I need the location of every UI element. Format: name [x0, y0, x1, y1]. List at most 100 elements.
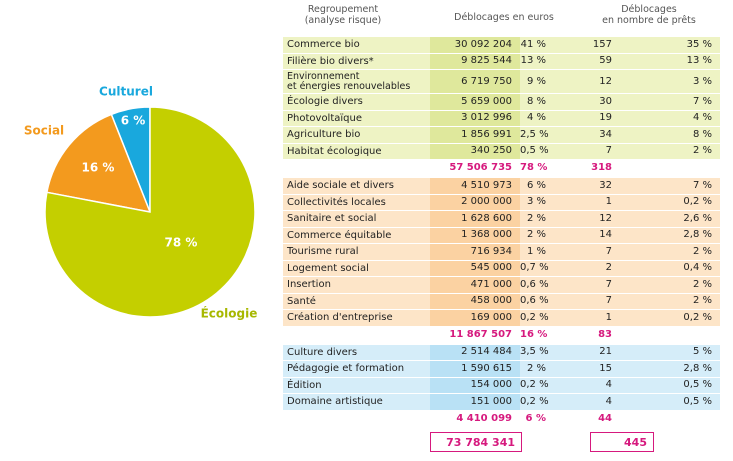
cell-bg [283, 127, 430, 143]
pie-chart: 6 % Culturel 16 % Social 78 % Écologie [24, 85, 258, 321]
cell-bg [430, 227, 520, 243]
amount-percent: 13 % [520, 55, 546, 67]
loan-count: 30 [599, 95, 612, 107]
cell-bg [430, 293, 520, 309]
cell-bg [520, 94, 578, 110]
cell-bg [650, 211, 720, 227]
cell-bg [520, 277, 578, 293]
subtotal-amount: 57 506 735 [449, 162, 512, 173]
cell-bg [430, 394, 520, 410]
subtotal-percent: 6 % [525, 412, 546, 424]
total-amount: 73 784 341 [430, 431, 522, 452]
amount-percent: 4 % [526, 112, 546, 124]
cell-bg [283, 37, 430, 53]
cell-bg [650, 377, 720, 393]
amount: 340 250 [470, 145, 512, 157]
loan-percent: 0,2 % [683, 311, 712, 323]
amount-percent: 6 % [526, 179, 546, 191]
cell-bg [283, 178, 430, 194]
amount-percent: 0,6 % [520, 295, 549, 307]
slice-category-label: Culturel [99, 85, 153, 99]
loan-percent: 0,5 % [683, 379, 712, 391]
amount-percent: 2 % [526, 212, 546, 224]
loan-count: 1 [605, 311, 612, 323]
row-label: Photovoltaïque [287, 112, 363, 124]
cell-bg [520, 37, 578, 53]
amount-percent: 0,6 % [520, 278, 549, 290]
cell-bg [650, 344, 720, 360]
slice-value-label: 6 % [121, 114, 146, 128]
loan-percent: 0,4 % [683, 262, 712, 274]
amount-percent: 0,5 % [520, 145, 549, 157]
cell-bg [650, 127, 720, 143]
loan-count: 34 [599, 128, 612, 140]
cell-bg [520, 244, 578, 260]
cell-bg [430, 178, 520, 194]
loan-count: 7 [605, 245, 612, 257]
amount: 2 000 000 [461, 196, 512, 208]
cell-bg [650, 277, 720, 293]
row-label: Culture divers [287, 346, 358, 358]
amount: 545 000 [470, 262, 512, 274]
amount: 458 000 [470, 295, 512, 307]
loan-count: 4 [605, 395, 612, 407]
subtotal-amount: 4 410 099 [456, 412, 512, 424]
row-label: et énergies renouvelables [287, 81, 411, 92]
slice-value-label: 78 % [165, 236, 198, 250]
subtotal-amount: 11 867 507 [449, 328, 512, 340]
amount-percent: 0,2 % [520, 395, 549, 407]
cell-bg [283, 227, 430, 243]
cell-bg [520, 293, 578, 309]
cell-bg [578, 127, 650, 143]
cell-bg [578, 178, 650, 194]
loan-percent: 2,8 % [683, 229, 712, 241]
cell-bg [578, 244, 650, 260]
amount-percent: 8 % [526, 95, 546, 107]
row-label: Habitat écologique [287, 145, 382, 157]
amount: 4 510 973 [461, 179, 512, 191]
loan-percent: 4 % [692, 112, 712, 124]
loan-count: 14 [599, 229, 612, 241]
cell-bg [430, 344, 520, 360]
cell-bg [650, 227, 720, 243]
cell-bg [430, 194, 520, 210]
loan-count: 59 [599, 55, 612, 67]
row-label: Filière bio divers* [287, 55, 374, 67]
cell-bg [578, 70, 650, 93]
amount: 1 628 600 [461, 212, 512, 224]
loan-count: 7 [605, 295, 612, 307]
row-label: Création d'entreprise [287, 312, 393, 323]
cell-bg [650, 143, 720, 159]
amount: 9 825 544 [461, 55, 512, 67]
cell-bg [430, 37, 520, 53]
amount: 471 000 [470, 278, 512, 290]
loan-count: 4 [605, 379, 612, 391]
cell-bg [650, 394, 720, 410]
cell-bg [650, 178, 720, 194]
column-header: Déblocages [621, 4, 677, 15]
cell-bg [283, 277, 430, 293]
subtotal-count: 83 [598, 328, 612, 340]
cell-bg [520, 344, 578, 360]
cell-bg [520, 377, 578, 393]
cell-bg [520, 310, 578, 326]
subtotal-count: 318 [591, 162, 612, 173]
cell-bg [283, 94, 430, 110]
amount: 1 856 991 [461, 128, 512, 140]
subtotal-percent: 16 % [520, 328, 548, 340]
slice-category-label: Social [24, 124, 64, 138]
cell-bg [283, 70, 430, 93]
row-label: Pédagogie et formation [287, 363, 405, 374]
column-header: (analyse risque) [304, 15, 382, 26]
cell-bg [578, 293, 650, 309]
cell-bg [578, 211, 650, 227]
cell-bg [430, 310, 520, 326]
amount-percent: 3,5 % [520, 346, 549, 358]
loan-count: 157 [592, 38, 612, 50]
row-label: Collectivités locales [287, 196, 386, 208]
subtotal-percent: 78 % [520, 162, 548, 173]
loan-percent: 2 % [692, 278, 712, 290]
cell-bg [650, 293, 720, 309]
amount-percent: 41 % [520, 38, 546, 50]
